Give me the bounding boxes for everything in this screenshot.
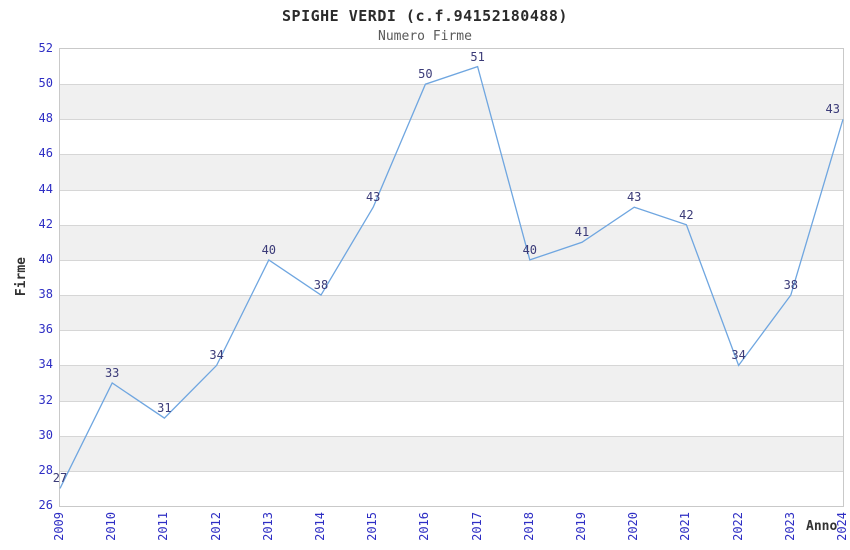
plot-area: 27 33 31 34 40 38 43 50 51 40 41 43 42 34 38 43	[53, 48, 844, 507]
data-point-label: 31	[157, 401, 172, 416]
x-tick-label: 2019	[574, 512, 588, 541]
series-canvas	[59, 65, 844, 489]
h-gridline	[60, 330, 843, 332]
y-tick-label: 42	[38, 216, 53, 231]
x-tick-label: 2020	[626, 512, 641, 541]
data-point-label: 34	[209, 348, 224, 363]
h-gridline	[60, 259, 843, 261]
y-tick-label: 46	[38, 146, 53, 161]
x-tick-label: 2017	[469, 512, 484, 541]
alt-band	[60, 435, 843, 471]
alt-band	[60, 154, 843, 190]
data-point-label: 50	[418, 67, 433, 82]
x-tick-label: 2012	[208, 512, 223, 541]
data-point-label: 43	[626, 190, 642, 205]
h-gridline	[60, 119, 843, 121]
x-tick-label: 2015	[365, 512, 380, 541]
y-tick-label: 48	[38, 111, 53, 126]
h-gridline	[60, 365, 843, 367]
data-point-label: 33	[104, 365, 120, 380]
data-point-label: 43	[825, 102, 840, 117]
data-point-label: 38	[313, 278, 329, 293]
x-tick-label: 2014	[313, 512, 327, 541]
x-tick-label: 2023	[782, 512, 797, 541]
h-gridline	[60, 84, 843, 86]
y-tick-label: 26	[38, 498, 53, 512]
data-point-label: 51	[470, 49, 485, 64]
chart-title: SPIGHE VERDI (c.f.94152180488)	[282, 7, 568, 25]
x-tick-label: 2016	[417, 512, 432, 541]
x-tick-label: 2010	[104, 512, 119, 541]
y-tick-label: 38	[38, 287, 53, 302]
h-gridline	[60, 435, 843, 437]
alt-band	[60, 365, 843, 401]
x-tick-label: 2018	[521, 512, 536, 541]
data-point-label: 27	[52, 471, 68, 486]
alt-band	[60, 295, 843, 331]
h-gridline	[60, 400, 843, 402]
x-tick-label: 2009	[52, 512, 66, 541]
x-tick-label: 2024	[835, 512, 849, 541]
y-tick-label: 44	[38, 181, 53, 196]
y-tick-label: 32	[38, 392, 53, 407]
alt-band	[60, 224, 843, 260]
data-point-label: 34	[731, 348, 746, 363]
y-tick-label: 30	[38, 427, 53, 442]
h-gridline	[60, 224, 843, 226]
chart-subtitle: Numero Firme	[378, 29, 472, 44]
h-gridline	[60, 295, 843, 297]
data-point-label: 38	[783, 278, 799, 293]
x-axis-title: Anno	[806, 519, 838, 534]
x-tick-label: 2013	[260, 512, 275, 541]
data-point-label: 43	[365, 190, 381, 205]
y-tick-label: 36	[38, 322, 53, 337]
h-gridline	[60, 154, 843, 156]
x-tick-label: 2022	[730, 512, 745, 541]
data-point-label: 40	[261, 242, 277, 257]
line-series	[59, 65, 844, 489]
data-point-label: 42	[679, 207, 694, 222]
x-tick-label: 2011	[156, 512, 171, 541]
x-tick-label: 2021	[678, 512, 693, 541]
y-tick-label: 52	[38, 41, 53, 55]
y-tick-label: 28	[38, 462, 53, 477]
alt-band	[60, 84, 843, 120]
y-tick-label: 50	[38, 76, 53, 91]
data-point-label: 40	[522, 242, 538, 257]
y-tick-label: 40	[38, 251, 53, 266]
h-gridline	[60, 470, 843, 472]
h-gridline	[60, 189, 843, 191]
data-point-label: 41	[574, 225, 590, 240]
y-tick-label: 34	[38, 357, 53, 372]
